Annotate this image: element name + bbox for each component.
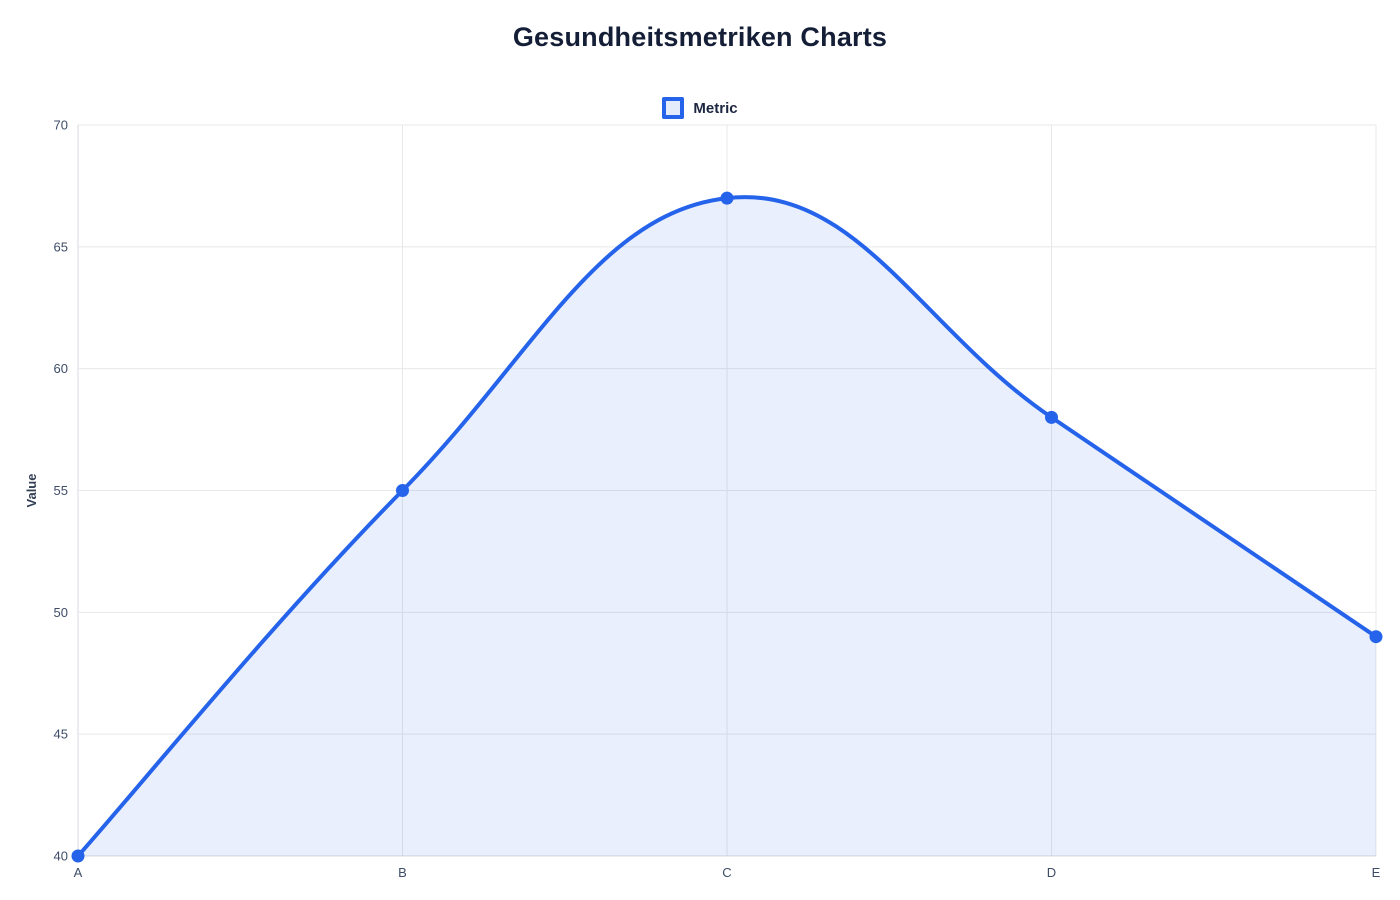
legend-item-label: Metric [693,99,738,117]
legend: Metric [0,97,1400,119]
data-point-marker-C[interactable] [720,191,734,205]
data-point-marker-E[interactable] [1369,630,1383,644]
data-point-marker-D[interactable] [1045,410,1058,424]
x-tick-label: C [722,865,731,880]
data-point-marker-B[interactable] [396,484,409,497]
legend-swatch-icon [662,97,685,119]
data-point-marker-A[interactable] [71,849,85,863]
y-tick-label: 55 [54,483,68,498]
series-area-fill [78,197,1376,857]
y-tick-label: 45 [54,727,68,742]
series-line[interactable] [76,195,1378,858]
chart-title: Gesundheitsmetriken Charts [512,22,888,52]
x-tick-label: D [1047,865,1056,880]
legend-item-metric[interactable]: Metric [662,97,738,119]
y-tick-label: 70 [54,118,68,133]
x-tick-label: A [74,865,83,880]
y-tick-label: 60 [54,361,68,376]
y-tick-label: 50 [54,605,68,620]
y-tick-label: 40 [54,849,68,864]
x-tick-label: B [398,865,407,880]
y-tick-label: 65 [54,239,68,254]
x-tick-label: E [1372,865,1381,880]
y-axis-title: Value [24,474,39,508]
